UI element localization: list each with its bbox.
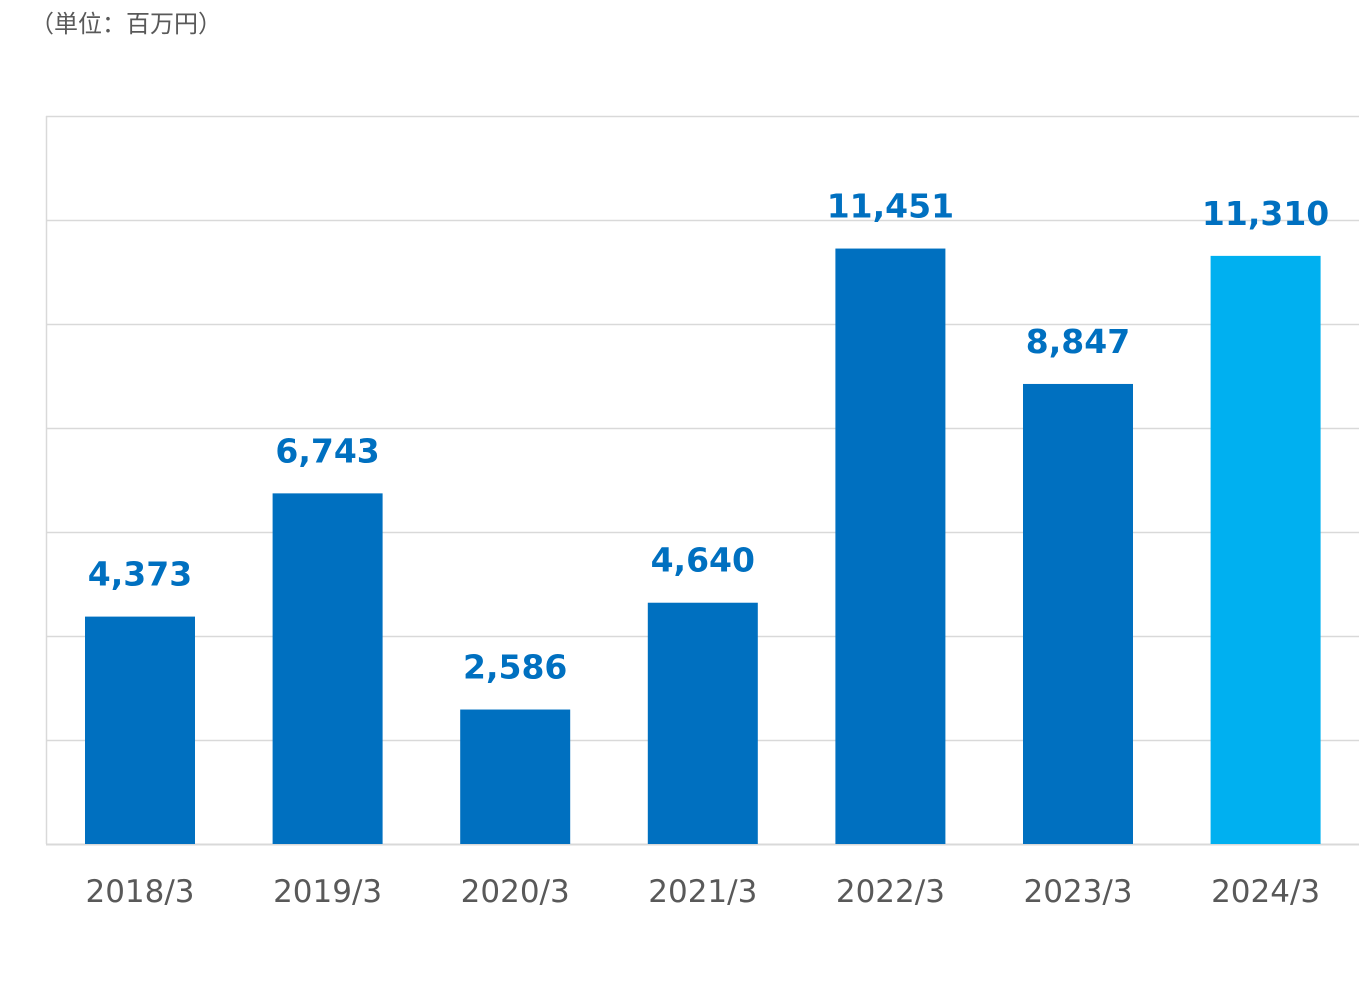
x-tick-label: 2022/3	[836, 874, 945, 910]
x-axis-tick-labels: 2018/3 2019/3 2020/3 2021/3 2022/3 2023/3 2024…	[85, 874, 1320, 910]
bar-2021-3	[647, 602, 758, 844]
x-tick-label: 2020/3	[461, 874, 570, 910]
bar-2022-3	[835, 248, 946, 845]
value-label: 11,310	[1202, 194, 1329, 233]
value-label: 4,640	[651, 541, 755, 580]
value-label: 4,373	[88, 555, 192, 594]
x-tick-label: 2018/3	[85, 874, 194, 910]
bar-2024-3	[1210, 255, 1321, 844]
bars	[85, 248, 1321, 845]
bar-2020-3	[460, 709, 571, 844]
x-tick-label: 2021/3	[648, 874, 757, 910]
value-label: 6,743	[275, 431, 379, 470]
bar-2019-3	[272, 493, 383, 844]
x-tick-label: 2023/3	[1023, 874, 1132, 910]
value-labels: 4,373 6,743 2,586 4,640 11,451 8,847 11,310	[88, 187, 1329, 687]
value-label: 11,451	[827, 187, 954, 226]
bar-2018-3	[85, 616, 195, 844]
value-label: 2,586	[463, 648, 567, 687]
unit-label: （単位：百万円）	[30, 10, 222, 38]
x-tick-label: 2024/3	[1211, 874, 1320, 910]
bar-2023-3	[1023, 383, 1133, 844]
value-label: 8,847	[1026, 322, 1130, 361]
x-tick-label: 2019/3	[273, 874, 382, 910]
